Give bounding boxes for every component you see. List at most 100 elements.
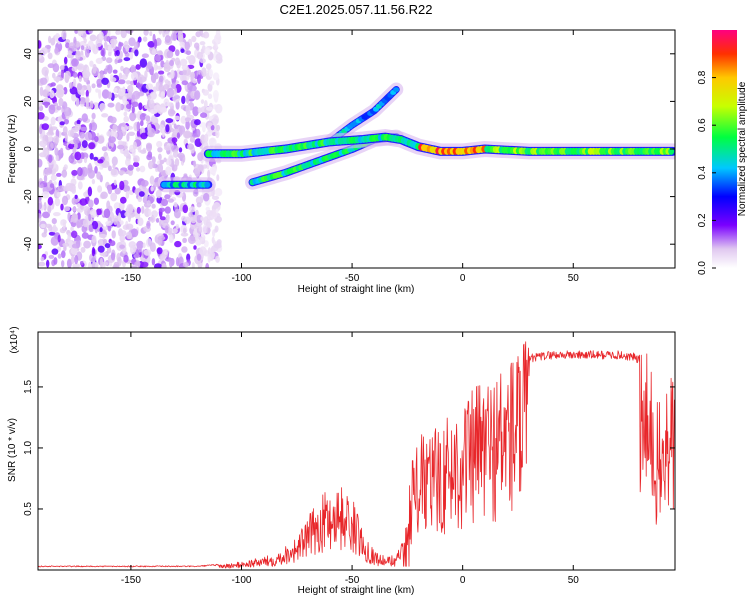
noise-blob <box>136 121 140 132</box>
noise-blob <box>81 90 85 96</box>
noise-blob <box>63 206 71 212</box>
noise-blob <box>118 87 126 97</box>
noise-blob <box>172 164 178 172</box>
noise-blob <box>38 261 46 267</box>
noise-blob <box>119 180 125 191</box>
noise-blob <box>114 187 121 195</box>
noise-blob <box>60 147 64 154</box>
noise-blob <box>118 72 123 80</box>
noise-blob <box>123 116 129 123</box>
noise-blob <box>147 94 152 100</box>
noise-blob <box>38 125 43 135</box>
noise-blob <box>118 170 126 175</box>
noise-blob <box>181 64 189 71</box>
noise-blob <box>137 36 142 43</box>
noise-blob <box>79 198 88 206</box>
noise-blob <box>140 179 149 187</box>
noise-blob <box>215 124 221 132</box>
noise-blob <box>74 123 82 131</box>
noise-blob <box>63 185 71 192</box>
noise-blob <box>125 190 130 199</box>
noise-blob <box>166 50 174 59</box>
noise-blob <box>202 89 209 96</box>
noise-blob <box>74 151 82 161</box>
noise-blob <box>116 125 123 132</box>
noise-blob <box>200 99 205 104</box>
noise-blob <box>192 133 198 138</box>
noise-blob <box>126 103 132 110</box>
noise-blob <box>112 264 120 268</box>
noise-blob <box>125 68 129 77</box>
noise-blob <box>56 105 62 111</box>
noise-blob <box>158 207 166 212</box>
noise-blob <box>194 42 200 49</box>
noise-blob <box>85 99 89 110</box>
noise-blob <box>60 70 64 78</box>
noise-blob <box>44 167 53 175</box>
noise-blob <box>165 158 172 166</box>
noise-blob <box>99 257 104 268</box>
noise-blob <box>89 60 94 67</box>
y-tick-label: -40 <box>23 237 34 252</box>
noise-blob <box>149 175 155 185</box>
noise-blob <box>51 248 59 255</box>
noise-blob <box>124 211 130 217</box>
noise-blob <box>137 74 145 84</box>
noise-blob <box>186 55 192 61</box>
noise-blob <box>202 31 210 39</box>
noise-blob <box>38 158 43 168</box>
noise-blob <box>50 116 56 126</box>
noise-blob <box>183 227 187 234</box>
noise-blob <box>54 47 59 54</box>
noise-blob <box>146 143 152 152</box>
noise-blob <box>81 232 89 239</box>
noise-blob <box>99 227 103 233</box>
noise-blob <box>125 46 130 52</box>
noise-blob <box>86 83 91 90</box>
noise-blob <box>75 219 83 228</box>
noise-blob <box>58 97 64 107</box>
noise-blob <box>91 178 96 185</box>
noise-blob <box>113 179 117 186</box>
noise-blob <box>163 98 170 107</box>
noise-blob <box>215 103 223 114</box>
noise-blob <box>180 232 189 237</box>
noise-blob <box>215 53 223 62</box>
noise-blob <box>101 77 109 86</box>
noise-blob <box>90 122 98 131</box>
noise-blob <box>114 58 118 65</box>
noise-blob <box>172 32 177 42</box>
noise-blob <box>55 88 64 99</box>
noise-blob <box>145 115 151 122</box>
noise-blob <box>96 135 105 144</box>
track-blob <box>204 181 211 188</box>
noise-blob <box>97 245 105 253</box>
noise-blob <box>94 136 99 143</box>
noise-blob <box>206 219 211 228</box>
noise-blob <box>100 191 108 199</box>
noise-blob <box>99 103 106 111</box>
noise-blob <box>121 122 126 127</box>
noise-blob <box>71 58 79 67</box>
noise-blob <box>88 199 94 208</box>
noise-blob <box>158 70 165 75</box>
noise-blob <box>144 70 148 79</box>
noise-blob <box>91 112 96 120</box>
noise-blob <box>98 89 102 99</box>
noise-blob <box>143 30 149 36</box>
noise-blob <box>197 107 202 114</box>
noise-blob <box>110 252 116 261</box>
colorbar-title: Normalized spectral amplitude <box>737 81 748 216</box>
noise-blob <box>97 159 104 164</box>
noise-blob <box>81 113 89 123</box>
noise-blob <box>100 70 104 80</box>
noise-blob <box>150 186 154 192</box>
noise-blob <box>215 208 219 214</box>
noise-blob <box>195 196 203 205</box>
noise-blob <box>95 57 103 64</box>
noise-blob <box>151 48 157 55</box>
noise-blob <box>91 235 97 244</box>
noise-blob <box>120 65 124 72</box>
noise-blob <box>113 217 118 226</box>
noise-blob <box>139 113 146 121</box>
